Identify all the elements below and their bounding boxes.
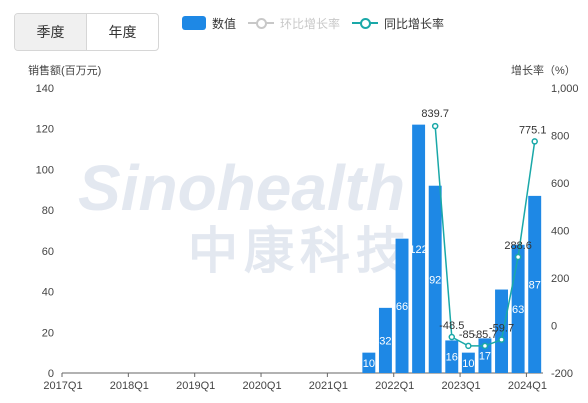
legend-label-value: 数值 xyxy=(212,16,237,31)
legend-item-value[interactable]: 数值 xyxy=(182,15,236,32)
y2-tick-label: 600 xyxy=(551,178,569,190)
legend-line-swatch-mom xyxy=(248,16,275,30)
yoy-point xyxy=(481,342,489,350)
y-tick-label: 80 xyxy=(42,205,54,217)
yoy-point xyxy=(531,138,538,145)
x-axis: 2017Q1 2018Q1 2019Q1 2020Q1 2021Q1 2022Q1 2023… xyxy=(43,372,547,392)
x-tick-label: 2017Q1 xyxy=(43,380,82,392)
bar xyxy=(362,352,376,373)
bar-value-label: 32 xyxy=(379,335,391,347)
y2-tick-label: 400 xyxy=(551,226,569,238)
y2-axis-title: 增长率（%） xyxy=(511,65,576,77)
y-tick-label: 140 xyxy=(36,83,54,95)
bar-series xyxy=(362,124,542,374)
yoy-value-label: -85. xyxy=(459,329,478,341)
y-tick-label: 100 xyxy=(36,164,54,176)
bar xyxy=(478,338,492,373)
y-tick-label: 20 xyxy=(42,327,54,339)
bar xyxy=(461,352,475,373)
y-axis-title: 销售额(百万元) xyxy=(28,65,102,77)
yoy-value-label: -59.7 xyxy=(489,323,514,335)
toggle-year[interactable]: 年度 xyxy=(86,14,158,50)
bar xyxy=(395,238,409,373)
x-tick-label: 2023Q1 xyxy=(441,380,480,392)
y-tick-label: 120 xyxy=(36,124,54,136)
yoy-point xyxy=(465,342,472,350)
y2-axis: -200 0 200 400 600 800 1,000 xyxy=(551,83,579,380)
bar-value-label: 10 xyxy=(462,358,474,370)
legend-bar-swatch xyxy=(182,16,206,30)
yoy-line-series xyxy=(431,122,538,350)
yoy-value-label: 839.7 xyxy=(421,108,449,120)
bar xyxy=(378,307,392,373)
y2-tick-label: 0 xyxy=(551,321,557,333)
chart-legend: 数值 环比增长率 同比增长率 xyxy=(182,12,456,34)
bar-value-label: 92 xyxy=(429,274,441,286)
bar-value-label: 63 xyxy=(512,304,524,316)
bar xyxy=(495,289,509,373)
toggle-quarter[interactable]: 季度 xyxy=(15,14,86,50)
y-tick-label: 40 xyxy=(42,287,54,299)
yoy-point xyxy=(431,122,439,130)
x-tick-label: 2018Q1 xyxy=(110,380,149,392)
y-tick-label: 0 xyxy=(48,368,54,380)
bar-value-label: 66 xyxy=(396,301,408,313)
legend-item-yoy[interactable]: 同比增长率 xyxy=(352,15,444,32)
x-tick-label: 2020Q1 xyxy=(242,380,281,392)
yoy-value-label: -85.7 xyxy=(472,329,497,341)
x-tick-label: 2024Q1 xyxy=(508,380,547,392)
legend-label-yoy: 同比增长率 xyxy=(384,16,445,31)
x-tick-label: 2021Q1 xyxy=(309,380,348,392)
yoy-value-label: 775.1 xyxy=(519,124,547,136)
period-toggle: 季度 年度 xyxy=(14,13,159,51)
yoy-value-label: 288.6 xyxy=(504,240,532,252)
bar xyxy=(445,340,459,373)
x-tick-label: 2022Q1 xyxy=(375,380,414,392)
bar xyxy=(528,195,542,373)
yoy-value-label: -48.5 xyxy=(439,320,464,332)
bar-value-label: 87 xyxy=(529,279,541,291)
legend-item-mom[interactable]: 环比增长率 xyxy=(248,15,340,32)
data-labels: 10 32 66 122 92 16 10 17 63 87 839.7 -48.5-85.-85.7… xyxy=(363,108,547,370)
y2-tick-label: 800 xyxy=(551,131,569,143)
legend-line-swatch-yoy xyxy=(352,16,379,30)
bar xyxy=(428,185,442,373)
yoy-point xyxy=(514,253,522,261)
bar-value-label: 16 xyxy=(446,352,458,364)
x-tick-label: 2019Q1 xyxy=(176,380,215,392)
yoy-point xyxy=(448,333,456,341)
y2-tick-label: 200 xyxy=(551,273,569,285)
y-axis: 0 20 40 60 80 100 120 140 xyxy=(36,83,54,380)
y-tick-label: 60 xyxy=(42,246,54,258)
bar-value-label: 17 xyxy=(479,351,491,363)
y2-tick-label: -200 xyxy=(551,368,573,380)
y2-tick-label: 1,000 xyxy=(551,83,579,95)
bar xyxy=(412,124,426,374)
yoy-point xyxy=(498,336,505,343)
legend-label-mom: 环比增长率 xyxy=(280,16,341,31)
bar-value-label: 10 xyxy=(363,358,375,370)
bar-value-label: 122 xyxy=(409,244,427,256)
